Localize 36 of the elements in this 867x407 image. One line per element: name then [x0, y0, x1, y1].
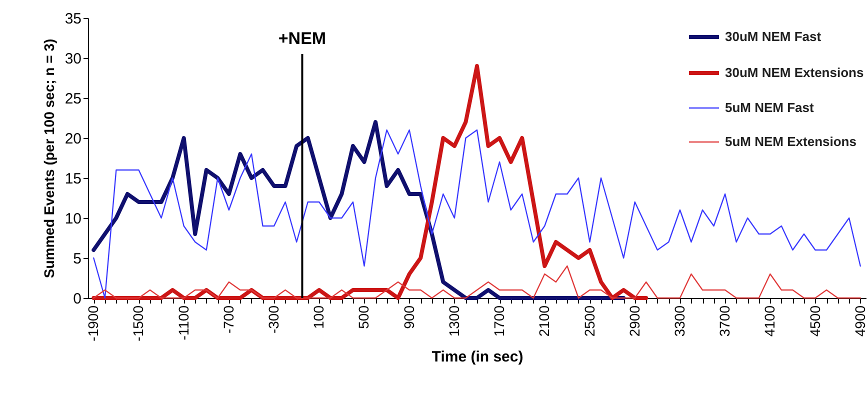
legend-label: 5uM NEM Extensions [725, 134, 856, 149]
x-tick-label: 3700 [716, 305, 733, 337]
x-tick-label: 4100 [762, 305, 778, 337]
x-tick-label: 100 [310, 305, 327, 329]
x-tick-label: 1700 [491, 305, 508, 337]
legend-label: 30uM NEM Fast [725, 29, 822, 44]
y-tick-label: 20 [64, 130, 82, 148]
ref-line-label: +NEM [278, 29, 326, 48]
x-tick-label: -700 [220, 305, 236, 334]
x-tick-label: 900 [400, 305, 417, 329]
x-tick-label: 500 [356, 305, 372, 329]
y-tick-label: 25 [64, 90, 82, 108]
y-tick-label: 5 [73, 250, 82, 268]
x-tick-label: 2900 [626, 305, 642, 337]
line-series [93, 265, 861, 299]
y-tick-label: 35 [64, 10, 82, 28]
x-tick-label: 2500 [581, 305, 598, 337]
x-tick-label: 2100 [536, 305, 552, 337]
x-tick-label: -1500 [130, 305, 146, 342]
x-tick-label: 3300 [671, 305, 688, 337]
y-tick-label: 0 [73, 290, 82, 308]
x-tick-label: -1100 [175, 305, 192, 340]
x-tick-label: -300 [266, 305, 282, 334]
y-tick-label: 15 [64, 170, 82, 188]
x-axis-title: Time (in sec) [432, 348, 524, 366]
line-series [92, 120, 626, 300]
legend-label: 5uM NEM Fast [725, 100, 815, 115]
y-axis-title: Summed Events (per 100 sec; n = 3) [40, 38, 57, 278]
x-tick-label: -1900 [85, 305, 102, 342]
legend-label: 30uM NEM Extensions [725, 65, 864, 80]
x-tick-label: 4900 [852, 305, 867, 337]
y-tick-label: 10 [64, 210, 82, 228]
x-tick-label: 1300 [446, 305, 462, 337]
x-tick-label: 4500 [806, 305, 823, 337]
y-tick-label: 30 [64, 50, 82, 68]
line-series [93, 129, 861, 299]
